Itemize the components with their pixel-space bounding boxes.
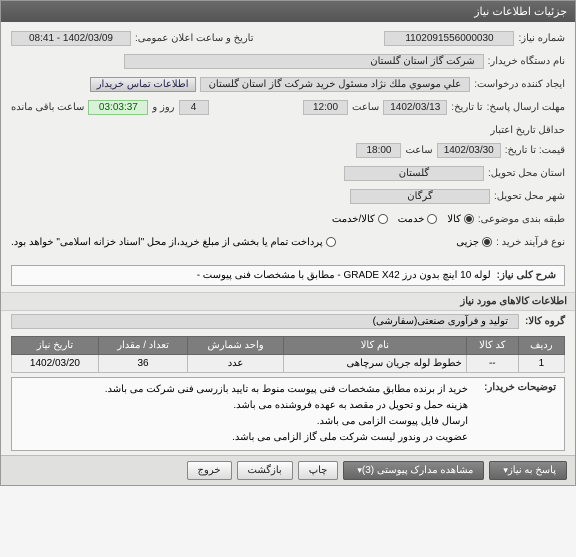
cell-qty: 36 [98,355,187,373]
radio-dot-icon [378,214,388,224]
th-date: تاریخ نیاز [12,337,99,355]
panel-title: جزئیات اطلاعات نیاز [474,6,567,18]
description-box: شرح کلی نیاز: لوله 10 اینچ بدون درز GRAD… [11,265,565,286]
respond-button[interactable]: پاسخ به نیاز▾ [489,461,567,480]
group-label: گروه کالا: [525,316,565,327]
note-line: عضویت در وندور لیست شرکت ملی گاز الزامی … [105,430,468,446]
cat-goods-radio[interactable]: کالا [447,214,474,225]
notes-text: خرید از برنده مطابق مشخصات فنی پیوست منو… [105,382,468,446]
buyer-notes-box: توضیحات خریدار: خرید از برنده مطابق مشخص… [11,377,565,451]
contact-buyer-button[interactable]: اطلاعات تماس خریدار [90,77,196,92]
desc-label: شرح کلی نیاز: [497,270,556,281]
form-area: شماره نیاز: 1102091556000030 تاریخ و ساع… [1,22,575,259]
valid-suffix: قیمت: تا تاریخ: [505,145,565,156]
details-panel: جزئیات اطلاعات نیاز شماره نیاز: 11020915… [0,0,576,486]
panel-header: جزئیات اطلاعات نیاز [1,1,575,22]
need-no-value: 1102091556000030 [384,31,514,46]
notes-label: توضیحات خریدار: [476,382,556,446]
category-label: طبقه بندی موضوعی: [478,214,565,225]
group-value: تولید و فرآوری صنعتی(سفارشی) [11,314,519,329]
buy-process-group: جزیی [456,237,492,248]
saat-label-2: ساعت [405,145,432,156]
radio-dot-icon [326,237,336,247]
exit-button[interactable]: خروج [187,461,232,480]
cell-name: خطوط لوله جریان سرچاهی [283,355,466,373]
buy-process-label: نوع فرآیند خرید : [496,237,565,248]
th-code: کد کالا [466,337,518,355]
th-qty: تعداد / مقدار [98,337,187,355]
valid-label: حداقل تاریخ اعتبار [490,125,565,136]
category-radio-group: کالا خدمت کالا/خدمت [332,214,474,225]
radio-dot-icon [427,214,437,224]
city-label: شهر محل تحویل: [494,191,565,202]
remain-timer: 03:03:37 [88,100,148,115]
remain-label: ساعت باقی مانده [11,102,84,113]
province-label: استان محل تحویل: [488,168,565,179]
note-line: خرید از برنده مطابق مشخصات فنی پیوست منو… [105,382,468,398]
th-unit: واحد شمارش [188,337,284,355]
creator-value: علي موسوي ملك نژاد مسئول خريد شركت گاز ا… [200,77,471,92]
partial-radio[interactable]: جزیی [456,237,492,248]
attachments-button[interactable]: مشاهده مدارک پیوستی (3)▾ [343,461,484,480]
province-value: گلستان [344,166,484,181]
cell-code: -- [466,355,518,373]
table-header-row: ردیف کد کالا نام کالا واحد شمارش تعداد /… [12,337,565,355]
note-line: ارسال فایل پیوست الزامی می باشد. [105,414,468,430]
desc-text: لوله 10 اینچ بدون درز GRADE X42 - مطابق … [197,270,491,281]
cell-date: 1402/03/20 [12,355,99,373]
reply-time: 12:00 [303,100,348,115]
days-left: 4 [179,100,209,115]
items-table: ردیف کد کالا نام کالا واحد شمارش تعداد /… [11,336,565,373]
cat-both-radio[interactable]: کالا/خدمت [332,214,388,225]
buyer-value: شرکت گاز استان گلستان [124,54,484,69]
th-name: نام کالا [283,337,466,355]
buyer-label: نام دستگاه خریدار: [488,56,565,67]
th-row: ردیف [518,337,564,355]
saat-label-1: ساعت [352,102,379,113]
announce-label: تاریخ و ساعت اعلان عمومی: [135,33,254,44]
valid-date: 1402/03/30 [437,143,501,158]
reply-deadline-suffix: تا تاریخ: [451,102,482,113]
cell-row: 1 [518,355,564,373]
creator-label: ایجاد کننده درخواست: [474,79,565,90]
need-no-label: شماره نیاز: [518,33,565,44]
radio-dot-icon [464,214,474,224]
valid-time: 18:00 [356,143,401,158]
table-row[interactable]: 1 -- خطوط لوله جریان سرچاهی عدد 36 1402/… [12,355,565,373]
announce-value: 1402/03/09 - 08:41 [11,31,131,46]
print-button[interactable]: چاپ [298,461,339,480]
reply-deadline-label: مهلت ارسال پاسخ: [487,102,565,113]
group-row: گروه کالا: تولید و فرآوری صنعتی(سفارشی) [1,311,575,332]
back-button[interactable]: بازگشت [237,461,293,480]
rooz-label: روز و [152,102,174,113]
cell-unit: عدد [188,355,284,373]
cat-service-radio[interactable]: خدمت [398,214,438,225]
footer-bar: پاسخ به نیاز▾ مشاهده مدارک پیوستی (3)▾ چ… [1,455,575,485]
note-line: هزینه حمل و تحویل در مقصد به عهده فروشند… [105,398,468,414]
reply-date: 1402/03/13 [383,100,447,115]
items-section-title: اطلاعات کالاهای مورد نیاز [1,292,575,311]
treasury-note-radio[interactable]: پرداخت تمام یا بخشی از مبلغ خرید،از محل … [11,237,336,248]
radio-dot-icon [482,237,492,247]
city-value: گرگان [350,189,490,204]
